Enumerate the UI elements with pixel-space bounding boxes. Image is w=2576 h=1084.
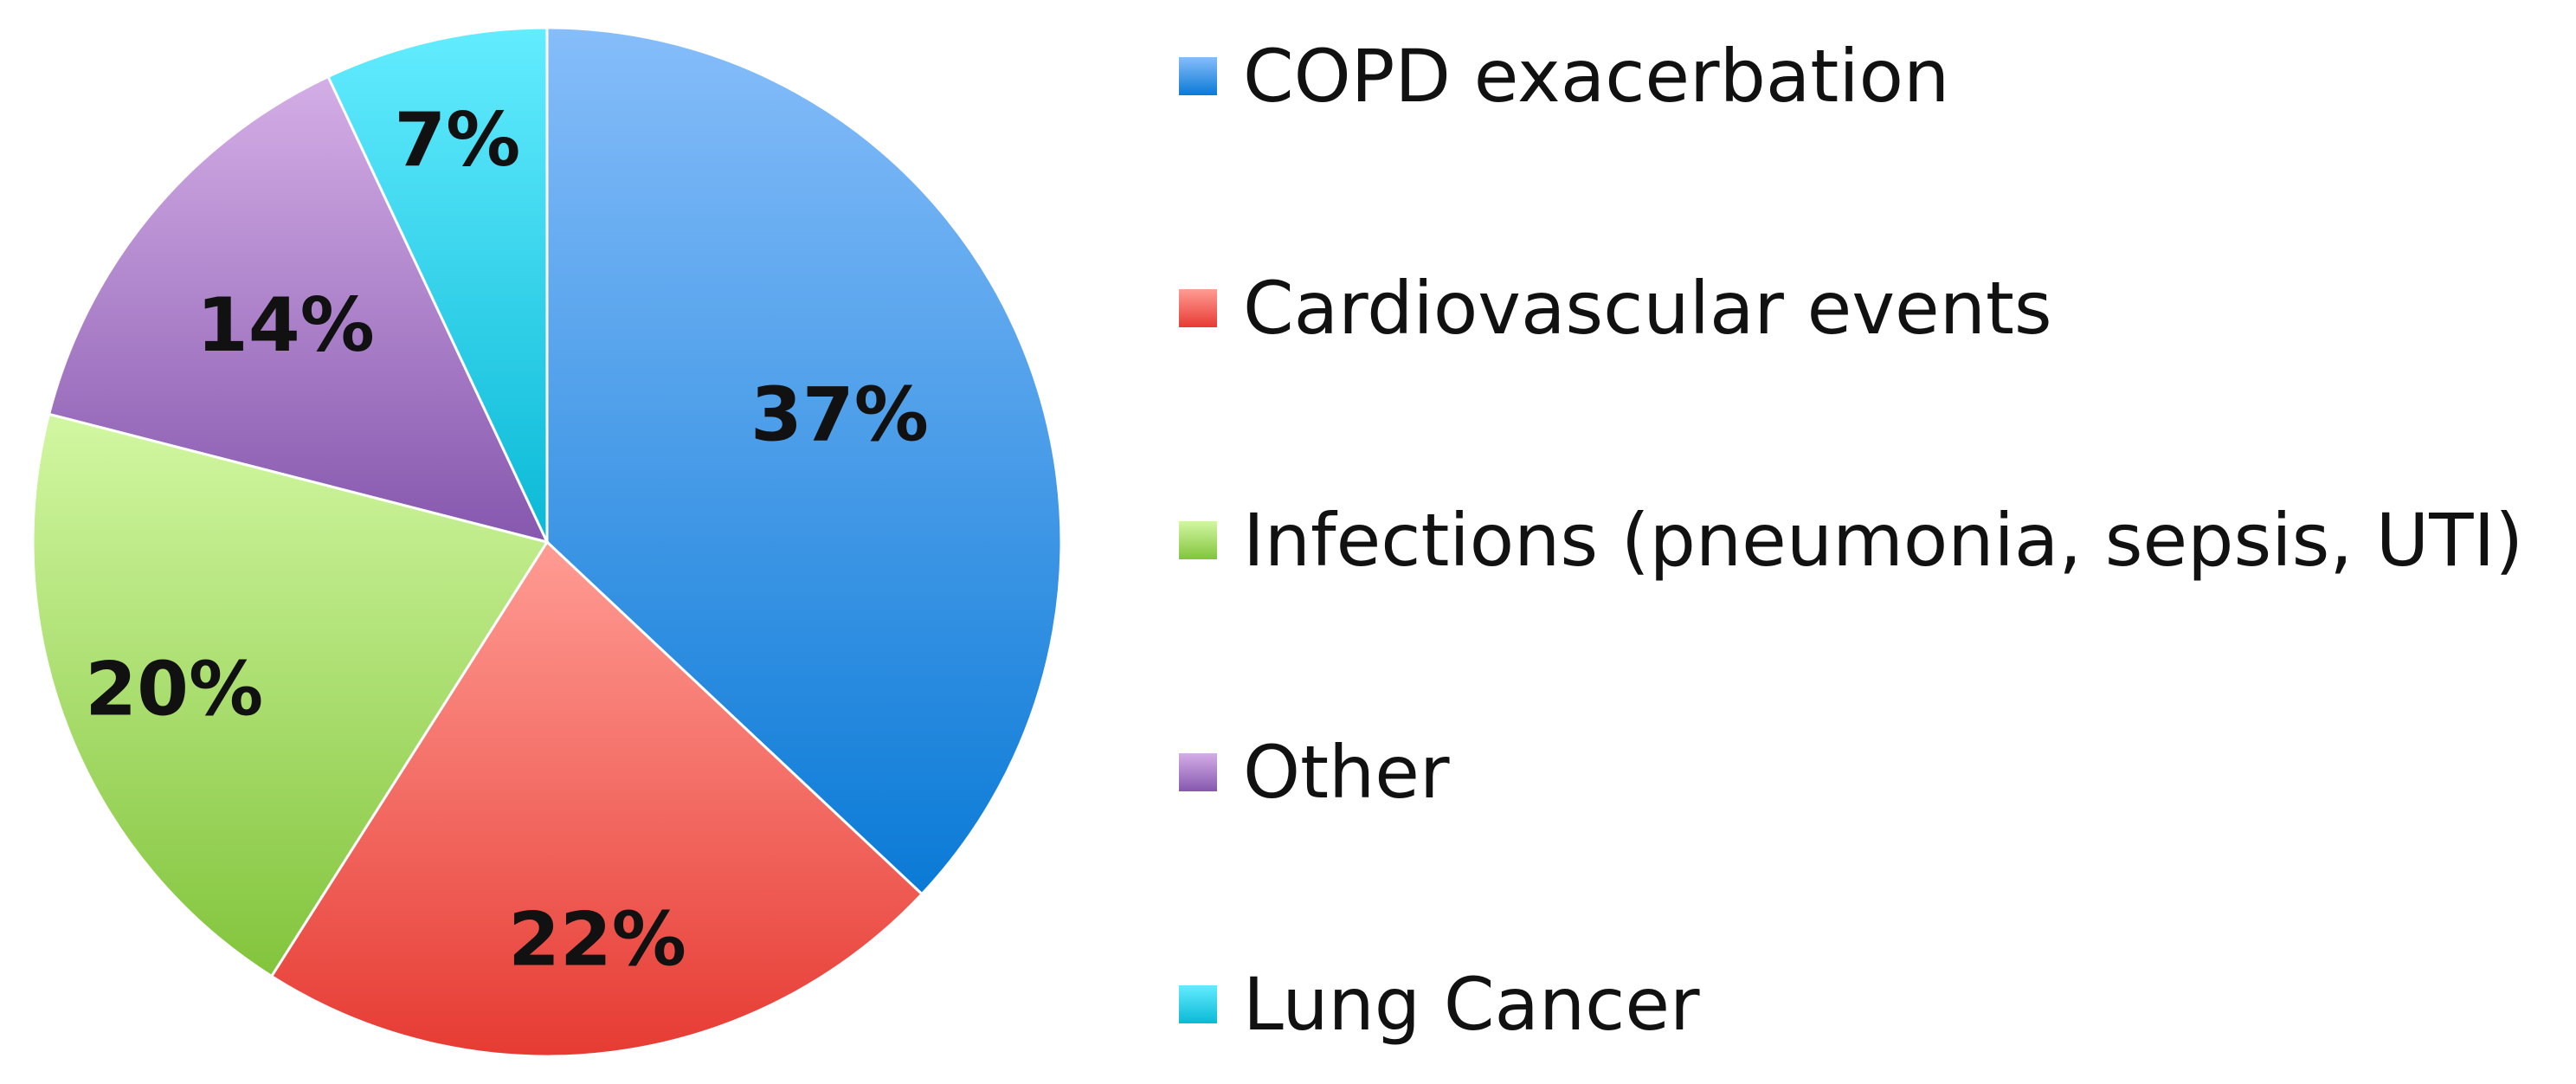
pie-slice-copd-exacerbation: [545, 26, 1063, 896]
legend-swatch: [1179, 985, 1217, 1023]
legend-label: Lung Cancer: [1243, 962, 1700, 1047]
legend-label: COPD exacerbation: [1243, 34, 1949, 119]
legend-swatch: [1179, 521, 1217, 559]
legend-label: Infections (pneumonia, sepsis, UTI): [1243, 498, 2523, 583]
legend-swatch: [1179, 753, 1217, 791]
pie-slice-cardiovascular-events: [269, 539, 924, 1058]
legend-swatch: [1179, 57, 1217, 95]
pie-slice-lung-cancer: [326, 26, 549, 543]
pie-slices: [31, 26, 1063, 1058]
slice-percent-label: 20%: [85, 647, 263, 733]
slice-percent-label: 22%: [508, 897, 686, 984]
pie-slice-other: [47, 74, 550, 545]
slice-percent-label: 37%: [750, 372, 929, 459]
slice-percent-label: 14%: [196, 282, 375, 369]
legend-label: Other: [1243, 730, 1450, 815]
legend: COPD exacerbation Cardiovascular events In…: [1179, 34, 2523, 1047]
legend-swatch: [1179, 289, 1217, 327]
slice-percent-label: 7%: [394, 97, 520, 184]
legend-label: Cardiovascular events: [1243, 266, 2052, 351]
pie-slice-infections-pneumonia-sepsis-uti: [31, 412, 550, 978]
pie-slice-labels: 37% 22% 20% 14% 7%: [85, 97, 929, 983]
